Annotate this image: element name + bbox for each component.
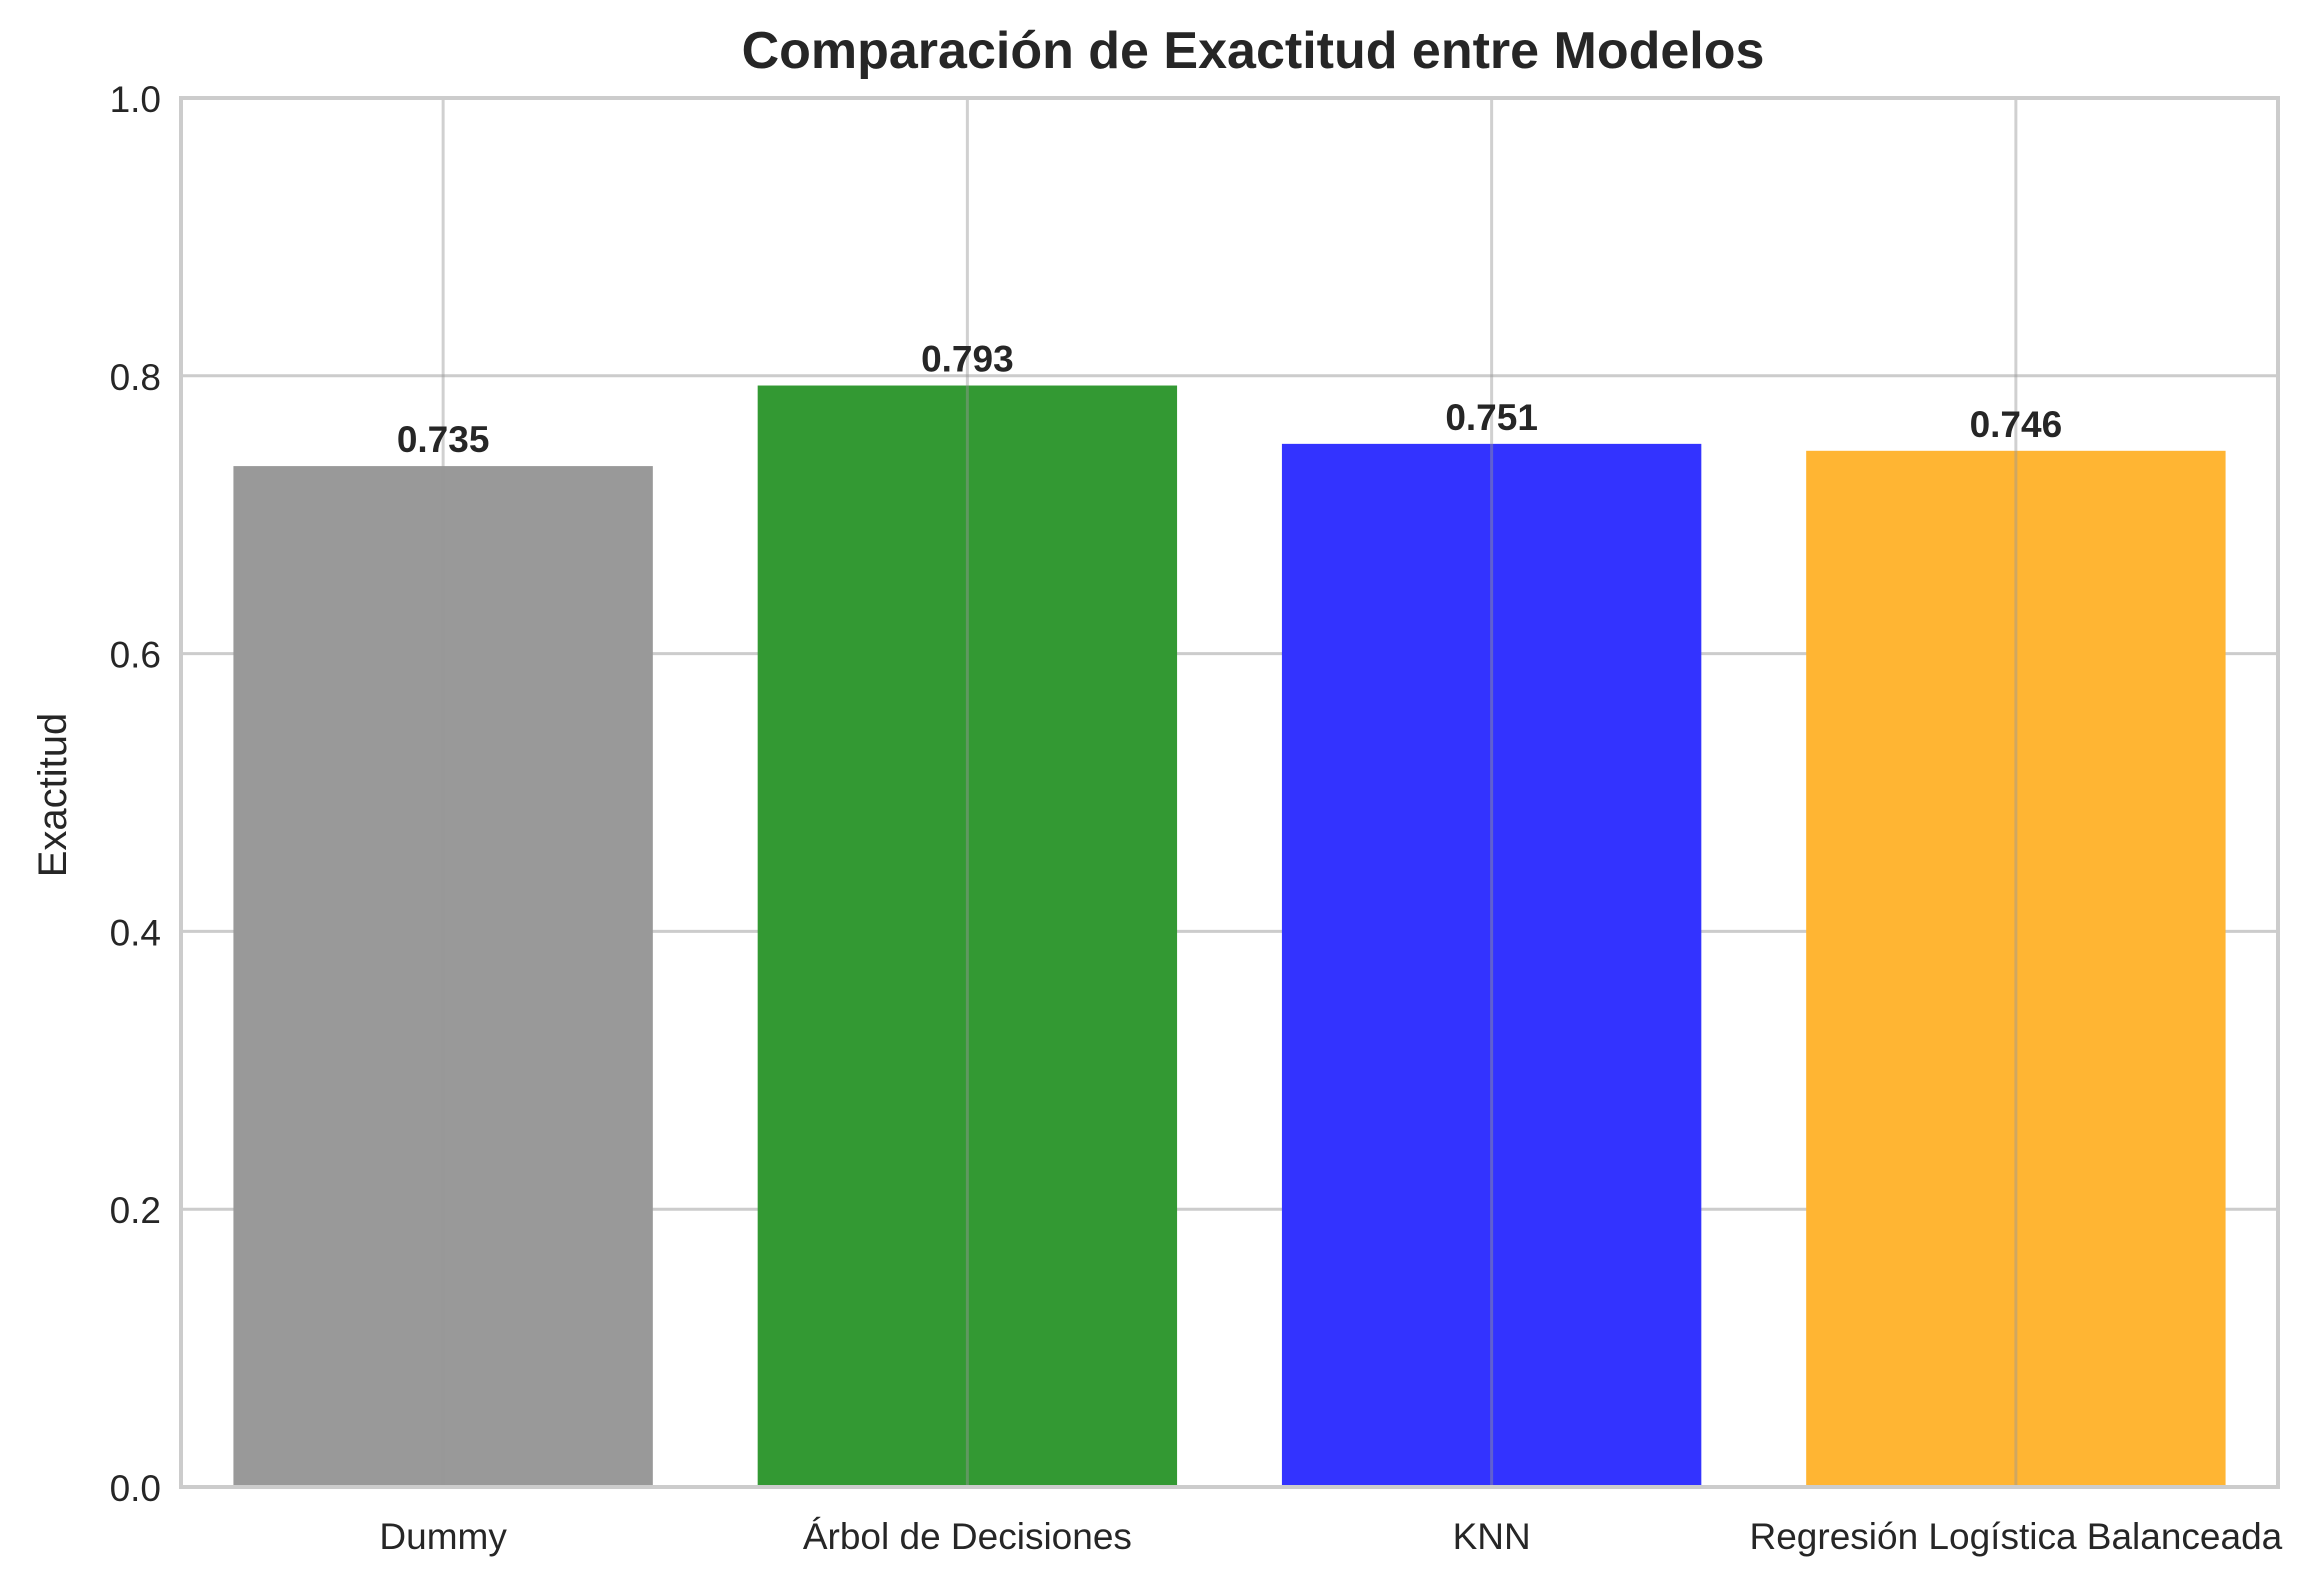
- y-tick-label: 0.8: [110, 357, 161, 398]
- bar-value-label: 0.751: [1445, 397, 1538, 438]
- bar: [233, 466, 653, 1488]
- y-tick-label: 0.4: [110, 912, 161, 953]
- x-tick-label: Regresión Logística Balanceada: [1750, 1516, 2283, 1557]
- bars: [233, 385, 2226, 1488]
- y-tick-label: 1.0: [110, 79, 161, 120]
- plot-frame: [179, 96, 2280, 1489]
- bar-value-label: 0.735: [397, 419, 490, 460]
- x-tick-label: Árbol de Decisiones: [803, 1516, 1132, 1557]
- y-tick-labels: 0.0 0.2 0.4 0.6 0.8 1.0: [110, 79, 161, 1509]
- y-tick-label: 0.0: [110, 1468, 161, 1509]
- x-tick-label: KNN: [1453, 1516, 1531, 1557]
- bar-value-label: 0.746: [1970, 404, 2063, 445]
- vertical-grid-lines: [441, 98, 2018, 1487]
- bar: [1806, 450, 2226, 1487]
- x-tick-labels: Dummy Árbol de Decisiones KNN Regresión Log…: [379, 1516, 2282, 1557]
- value-labels: 0.735 0.793 0.751 0.746: [397, 339, 2062, 461]
- bar: [1281, 443, 1702, 1488]
- y-tick-label: 0.2: [110, 1190, 161, 1231]
- plot-border: [179, 96, 2280, 1489]
- chart-title: Comparación de Exactitud entre Modelos: [742, 22, 1765, 80]
- bar: [757, 385, 1178, 1488]
- y-tick-label: 0.6: [110, 635, 161, 676]
- bar-value-label: 0.793: [921, 339, 1014, 380]
- y-axis-label: Exactitud: [31, 713, 75, 878]
- x-tick-label: Dummy: [379, 1516, 507, 1557]
